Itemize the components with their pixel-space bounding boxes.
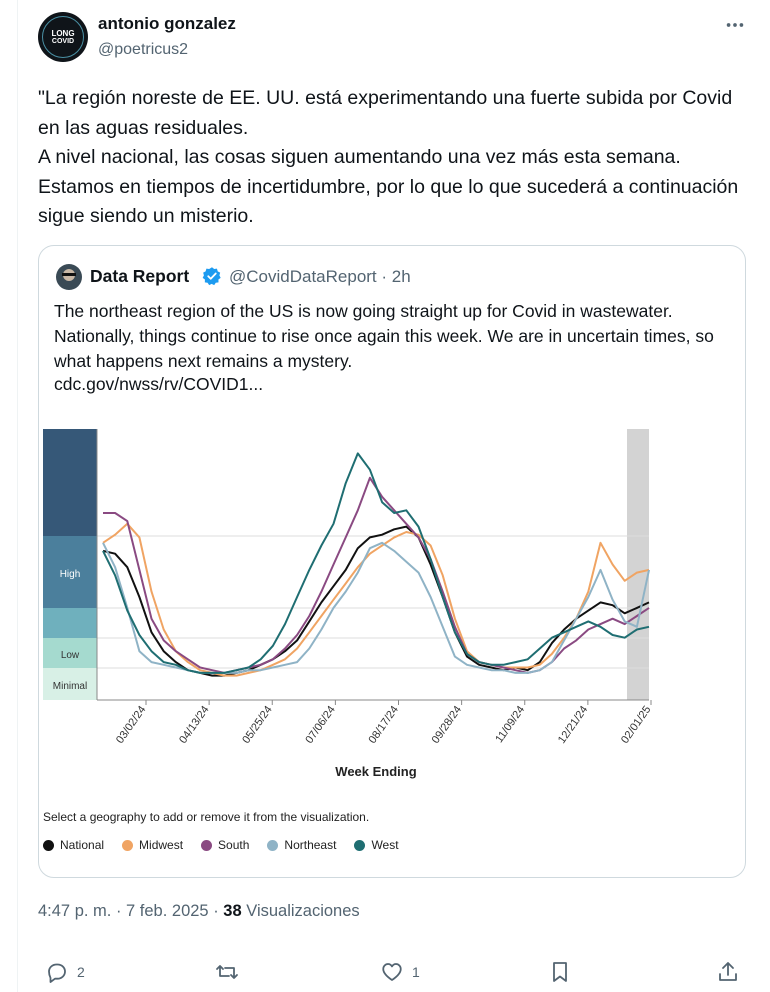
legend-label: South (218, 838, 250, 852)
share-button[interactable] (716, 960, 740, 984)
band-moderate (43, 608, 97, 638)
quoted-tweet-link[interactable]: cdc.gov/nwss/rv/COVID1... (54, 374, 264, 394)
retweet-icon (216, 965, 238, 979)
legend-dot (201, 839, 213, 851)
legend-dot (267, 839, 279, 851)
retweet-button[interactable] (215, 960, 239, 984)
x-tick-label: 04/13/24 (177, 704, 211, 746)
x-tick-label: 03/02/24 (114, 704, 148, 746)
x-tick-label: 02/01/25 (619, 704, 653, 746)
quoted-author-avatar[interactable] (56, 264, 82, 290)
level-label-minimal: Minimal (53, 681, 87, 692)
level-label-high: High (60, 569, 81, 580)
series-line-midwest[interactable] (102, 522, 650, 677)
legend-label: West (371, 838, 399, 852)
reply-count: 2 (77, 964, 85, 980)
x-tick-label: 12/21/24 (556, 704, 590, 746)
x-tick-label: 11/09/24 (493, 704, 527, 745)
avatar-logo-bottom: COVID (51, 38, 75, 45)
quoted-tweet[interactable]: Data Report @CovidDataReport · 2h The no… (38, 245, 746, 878)
series-line-south[interactable] (103, 476, 650, 674)
legend-label: Northeast (284, 838, 337, 852)
avatar-glasses (62, 273, 76, 276)
like-icon (382, 963, 402, 981)
chart-legend: National Midwest South Northeast West (43, 838, 399, 852)
legend-label: National (60, 838, 105, 852)
author-avatar[interactable]: LONG COVID (38, 12, 88, 62)
quoted-author-name[interactable]: Data Report (90, 266, 190, 286)
author-handle[interactable]: @poetricus2 (98, 41, 189, 58)
reply-icon (48, 963, 66, 983)
legend-dot (122, 839, 134, 851)
avatar-logo-top: LONG (51, 29, 75, 38)
series-line-west[interactable] (102, 452, 650, 674)
legend-national[interactable]: National (43, 838, 104, 852)
band-low (43, 638, 97, 668)
verified-icon (202, 267, 221, 286)
legend-label: Midwest (139, 838, 184, 852)
quoted-author-handle[interactable]: @CovidDataReport · 2h (229, 267, 411, 286)
like-button[interactable]: 1 (380, 960, 420, 984)
x-tick-layer: 03/02/24 04/13/24 05/25/24 07/06/24 08/17/24… (114, 700, 653, 746)
tweet-timestamp[interactable]: 4:47 p. m. · 7 feb. 2025 · (38, 902, 219, 920)
series-layer (102, 452, 650, 677)
views-count: 38 (223, 902, 242, 920)
x-tick-label: 07/06/24 (303, 704, 337, 746)
chart-hint: Select a geography to add or remove it f… (43, 810, 370, 824)
tweet-text: "La región noreste de EE. UU. está exper… (38, 87, 739, 227)
level-label-low: Low (61, 650, 80, 661)
bookmark-icon (553, 962, 567, 982)
x-tick-label: 08/17/24 (367, 704, 401, 746)
band-minimal (43, 668, 97, 700)
views-label: Visualizaciones (246, 902, 360, 920)
recent-data-shade (627, 429, 649, 700)
wastewater-line-chart: High Low Minimal 03/02/24 04/13/24 05/25/2… (43, 429, 653, 779)
like-count: 1 (412, 964, 420, 980)
legend-dot (354, 839, 366, 851)
legend-south[interactable]: South (201, 838, 249, 852)
legend-west[interactable]: West (354, 838, 399, 852)
legend-northeast[interactable]: Northeast (267, 838, 336, 852)
share-icon (719, 962, 737, 981)
timeline-border (17, 0, 18, 992)
x-tick-label: 05/25/24 (240, 704, 274, 746)
tweet-meta: 4:47 p. m. · 7 feb. 2025 · 38 Visualizac… (38, 902, 360, 921)
legend-midwest[interactable]: Midwest (122, 838, 183, 852)
reply-button[interactable]: 2 (45, 960, 85, 984)
more-icon[interactable] (724, 14, 746, 41)
x-tick-label: 09/28/24 (430, 704, 464, 746)
author-name[interactable]: antonio gonzalez (98, 14, 236, 33)
legend-dot (43, 839, 54, 851)
band-high-top (43, 429, 97, 536)
band-high (43, 536, 97, 608)
x-axis-title: Week Ending (335, 764, 416, 779)
bookmark-button[interactable] (548, 960, 572, 984)
avatar-ring (42, 16, 84, 58)
quoted-tweet-text: The northeast region of the US is now go… (54, 301, 714, 371)
